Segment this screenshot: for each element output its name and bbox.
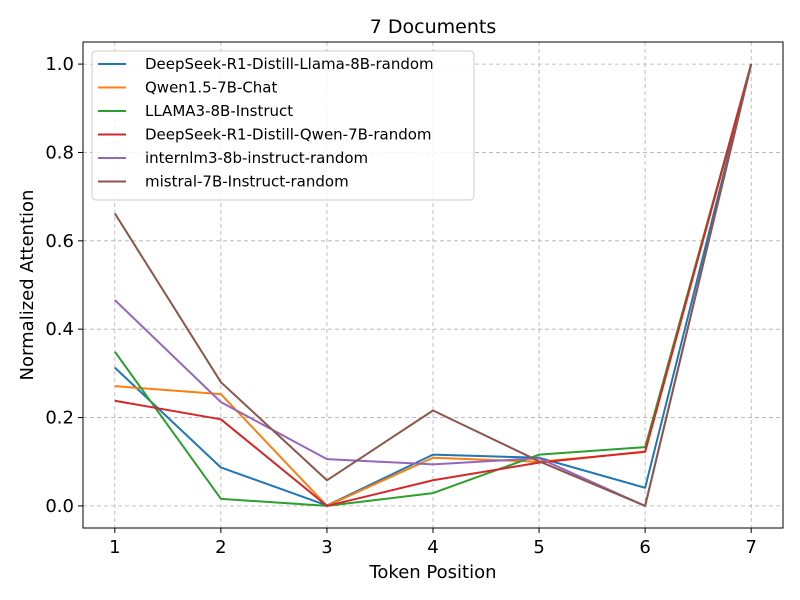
legend-label: internlm3-8b-instruct-random [145,149,368,167]
series-lines [113,63,753,507]
y-tick-label: 0.4 [45,319,74,340]
x-axis: 1 2 3 4 5 6 7 [109,528,757,558]
series-line [114,63,753,507]
x-tick-label: 2 [215,537,226,558]
y-tick-label: 1.0 [45,54,74,75]
x-tick-label: 4 [427,537,438,558]
y-axis: 0.0 0.2 0.4 0.6 0.8 1.0 [45,54,83,517]
x-tick-label: 3 [321,537,332,558]
x-tick-label: 5 [533,537,544,558]
x-tick-label: 1 [109,537,120,558]
legend-label: Qwen1.5-7B-Chat [145,79,277,97]
legend-label: DeepSeek-R1-Distill-Llama-8B-random [145,55,434,73]
x-axis-label: Token Position [368,562,496,583]
legend-label: DeepSeek-R1-Distill-Qwen-7B-random [145,126,432,144]
y-tick-label: 0.8 [45,142,74,163]
chart-title: 7 Documents [370,16,496,38]
x-tick-label: 7 [745,537,756,558]
legend-label: mistral-7B-Instruct-random [145,173,349,191]
series-line [114,63,753,507]
legend-label: LLAMA3-8B-Instruct [145,102,293,120]
y-tick-label: 0.0 [45,496,74,517]
y-axis-label: Normalized Attention [17,190,38,381]
x-tick-label: 6 [639,537,650,558]
series-line [113,63,753,507]
legend-box [91,50,475,201]
legend: DeepSeek-R1-Distill-Llama-8B-random Qwen1… [91,50,475,201]
y-tick-label: 0.6 [45,231,74,252]
series-line [114,63,753,507]
y-tick-label: 0.2 [45,408,74,429]
